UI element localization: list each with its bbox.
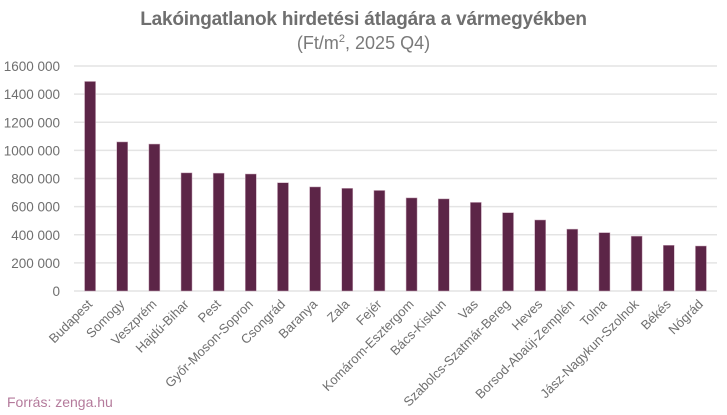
bar: [405, 197, 418, 292]
bar: [116, 141, 128, 292]
bar: [341, 188, 354, 292]
subtitle-unit: (Ft/m: [296, 33, 339, 53]
bar: [180, 172, 193, 292]
y-tick-label: 1400 000: [4, 87, 60, 102]
bar: [373, 190, 386, 292]
x-tick-label: Nógrád: [665, 297, 706, 338]
y-tick-label: 200 000: [11, 256, 60, 271]
subtitle-period: , 2025 Q4): [345, 33, 431, 53]
y-tick-label: 1600 000: [4, 59, 60, 74]
x-tick-label: Vas: [455, 296, 481, 322]
subtitle-superscript: 2: [338, 33, 346, 45]
y-tick-label: 800 000: [11, 172, 60, 187]
bar: [663, 245, 675, 292]
x-tick-label: Budapest: [46, 296, 96, 346]
bar: [630, 235, 643, 292]
y-tick-label: 1000 000: [4, 143, 60, 158]
bar: [84, 81, 96, 292]
bar: [502, 212, 514, 292]
bar: [534, 219, 546, 292]
bar: [245, 173, 257, 292]
chart-title: Lakóingatlanok hirdetési átlagára a várm…: [140, 9, 587, 30]
y-tick-label: 1200 000: [4, 115, 60, 130]
bar: [598, 232, 611, 292]
y-tick-label: 400 000: [11, 228, 60, 243]
bar: [212, 172, 225, 292]
bar: [309, 186, 321, 292]
bar: [437, 198, 450, 292]
bar: [470, 202, 482, 292]
y-tick-label: 600 000: [11, 200, 60, 215]
bar: [566, 228, 579, 292]
bar: [148, 143, 161, 292]
y-tick-label: 0: [52, 284, 60, 299]
bar: [695, 245, 707, 292]
chart-subtitle: (Ft/m2, 2025 Q4): [0, 33, 727, 54]
bar: [277, 182, 289, 292]
x-tick-label: Zala: [324, 296, 353, 325]
source-note: Forrás: zenga.hu: [7, 394, 113, 410]
